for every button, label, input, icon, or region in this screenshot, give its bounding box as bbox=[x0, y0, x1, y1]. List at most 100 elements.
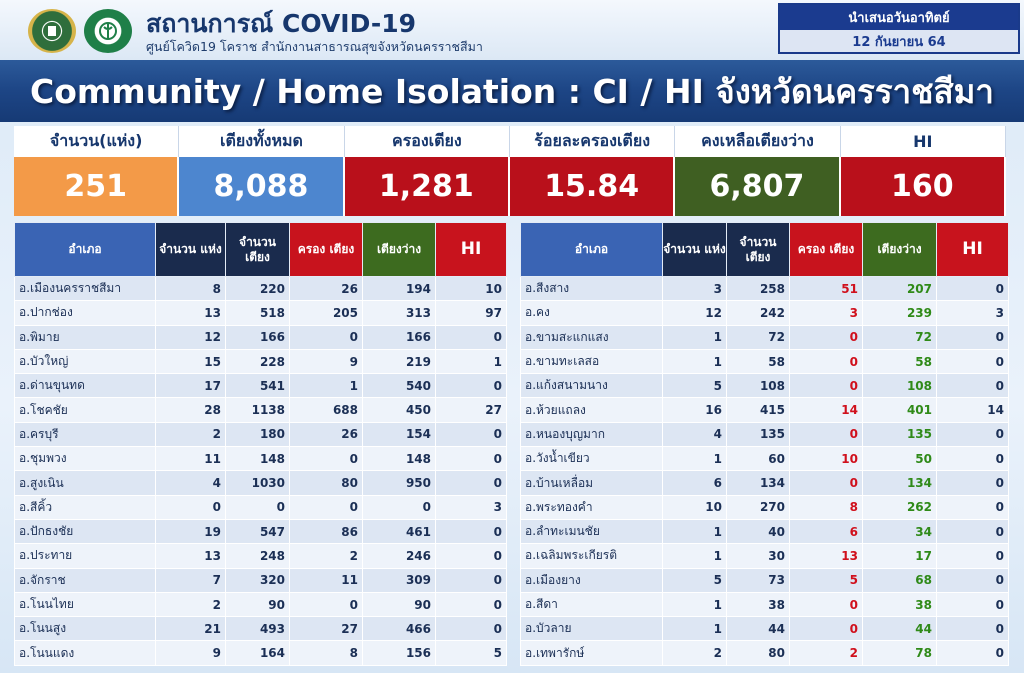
district-name-cell: อ.พระทองคำ bbox=[520, 494, 663, 520]
units-cell: 13 bbox=[155, 543, 226, 569]
ministry-of-public-health-logo-icon bbox=[84, 9, 132, 53]
occupied-cell: 0 bbox=[789, 616, 863, 642]
district-name-cell: อ.โนนสูง bbox=[14, 616, 156, 642]
district-name-cell: อ.วังน้ำเขียว bbox=[520, 446, 663, 472]
district-name-cell: อ.ด่านขุนทด bbox=[14, 373, 156, 399]
summary-value: 6,807 bbox=[675, 157, 841, 216]
beds-cell: 135 bbox=[726, 421, 790, 448]
hi-cell: 0 bbox=[936, 373, 1009, 399]
district-name-cell: อ.ประทาย bbox=[14, 543, 156, 569]
present-date: 12 กันยายน 64 bbox=[780, 30, 1018, 52]
beds-cell: 108 bbox=[726, 373, 790, 399]
hi-cell: 5 bbox=[435, 640, 507, 666]
table-row: อ.หนองบุญมาก 4 135 0 135 0 bbox=[520, 421, 1009, 448]
table-row: อ.สีคิ้ว 0 0 0 0 3 bbox=[14, 494, 507, 520]
beds-cell: 270 bbox=[726, 494, 790, 520]
summary-value: 1,281 bbox=[344, 157, 510, 216]
occupied-cell: 0 bbox=[789, 324, 863, 350]
district-name-cell: อ.สีงสาง bbox=[520, 275, 663, 302]
district-name-cell: อ.ชุมพวง bbox=[14, 446, 156, 472]
hi-cell: 0 bbox=[435, 518, 507, 545]
units-cell: 1 bbox=[662, 543, 727, 569]
occupied-cell: 1 bbox=[289, 373, 363, 399]
table-row: อ.โนนแดง 9 164 8 156 5 bbox=[14, 640, 507, 666]
table-row: อ.ปักธงชัย 19 547 86 461 0 bbox=[14, 518, 507, 545]
available-cell: 154 bbox=[362, 421, 436, 448]
available-cell: 17 bbox=[862, 543, 937, 569]
occupied-cell: 2 bbox=[289, 543, 363, 569]
occupied-cell: 80 bbox=[289, 470, 363, 496]
district-name-cell: อ.ปากช่อง bbox=[14, 300, 156, 326]
units-cell: 15 bbox=[155, 348, 226, 375]
table-row: อ.ชุมพวง 11 148 0 148 0 bbox=[14, 446, 507, 472]
district-name-cell: อ.โนนแดง bbox=[14, 640, 156, 666]
hi-cell: 0 bbox=[435, 421, 507, 448]
district-name-cell: อ.โชคชัย bbox=[14, 397, 156, 423]
units-cell: 21 bbox=[155, 616, 226, 642]
hi-cell: 0 bbox=[936, 275, 1009, 302]
available-cell: 134 bbox=[862, 470, 937, 496]
table-row: อ.ขามทะเลสอ 1 58 0 58 0 bbox=[520, 348, 1009, 375]
available-cell: 461 bbox=[362, 518, 436, 545]
occupied-cell: 26 bbox=[289, 275, 363, 302]
table-header-row: อำเภอ จำนวน แห่ง จำนวน เตียง ครอง เตียง … bbox=[14, 222, 507, 277]
hi-cell: 3 bbox=[936, 300, 1009, 326]
occupied-cell: 14 bbox=[789, 397, 863, 423]
units-cell: 2 bbox=[155, 421, 226, 448]
beds-cell: 228 bbox=[225, 348, 290, 375]
occupied-cell: 0 bbox=[289, 446, 363, 472]
table-row: อ.ห้วยแถลง 16 415 14 401 14 bbox=[520, 397, 1009, 423]
summary-label: ครองเตียง bbox=[344, 126, 510, 157]
beds-cell: 58 bbox=[726, 348, 790, 375]
occupied-cell: 0 bbox=[289, 494, 363, 520]
table-row: อ.เทพารักษ์ 2 80 2 78 0 bbox=[520, 640, 1009, 666]
occupied-cell: 3 bbox=[789, 300, 863, 326]
col-beds: จำนวน เตียง bbox=[225, 222, 290, 277]
table-row: อ.บัวลาย 1 44 0 44 0 bbox=[520, 616, 1009, 642]
table-body-right: อ.สีงสาง 3 258 51 207 0 อ.คง 12 242 3 239 3 อ.ขามสะแ… bbox=[520, 275, 1009, 666]
available-cell: 166 bbox=[362, 324, 436, 350]
available-cell: 90 bbox=[362, 591, 436, 618]
units-cell: 0 bbox=[155, 494, 226, 520]
units-cell: 9 bbox=[155, 640, 226, 666]
summary-value: 8,088 bbox=[179, 157, 345, 216]
beds-cell: 258 bbox=[726, 275, 790, 302]
hi-cell: 10 bbox=[435, 275, 507, 302]
available-cell: 540 bbox=[362, 373, 436, 399]
district-name-cell: อ.ลำทะเมนชัย bbox=[520, 518, 663, 545]
available-cell: 72 bbox=[862, 324, 937, 350]
units-cell: 1 bbox=[662, 616, 727, 642]
beds-cell: 547 bbox=[225, 518, 290, 545]
district-name-cell: อ.คง bbox=[520, 300, 663, 326]
col-beds: จำนวน เตียง bbox=[726, 222, 790, 277]
table-row: อ.เมืองนครราชสีมา 8 220 26 194 10 bbox=[14, 275, 507, 302]
hi-cell: 0 bbox=[936, 446, 1009, 472]
occupied-cell: 0 bbox=[289, 324, 363, 350]
district-name-cell: อ.แก้งสนามนาง bbox=[520, 373, 663, 399]
available-cell: 239 bbox=[862, 300, 937, 326]
beds-cell: 0 bbox=[225, 494, 290, 520]
district-name-cell: อ.ครบุรี bbox=[14, 421, 156, 448]
units-cell: 1 bbox=[662, 446, 727, 472]
main-banner: Community / Home Isolation : CI / HI จัง… bbox=[0, 60, 1024, 122]
col-units: จำนวน แห่ง bbox=[662, 222, 727, 277]
summary-label: ร้อยละครองเตียง bbox=[509, 126, 676, 157]
units-cell: 11 bbox=[155, 446, 226, 472]
units-cell: 2 bbox=[155, 591, 226, 618]
occupied-cell: 0 bbox=[789, 421, 863, 448]
available-cell: 68 bbox=[862, 567, 937, 593]
summary-label: HI bbox=[840, 126, 1006, 157]
hi-cell: 14 bbox=[936, 397, 1009, 423]
summary-label: จำนวน(แห่ง) bbox=[14, 126, 180, 157]
hi-cell: 0 bbox=[936, 324, 1009, 350]
hi-cell: 0 bbox=[936, 494, 1009, 520]
units-cell: 5 bbox=[662, 373, 727, 399]
hi-cell: 0 bbox=[435, 324, 507, 350]
table-row: อ.สีงสาง 3 258 51 207 0 bbox=[520, 275, 1009, 302]
district-name-cell: อ.บัวลาย bbox=[520, 616, 663, 642]
hi-cell: 0 bbox=[936, 518, 1009, 545]
district-name-cell: อ.ปักธงชัย bbox=[14, 518, 156, 545]
units-cell: 17 bbox=[155, 373, 226, 399]
beds-cell: 148 bbox=[225, 446, 290, 472]
beds-cell: 242 bbox=[726, 300, 790, 326]
